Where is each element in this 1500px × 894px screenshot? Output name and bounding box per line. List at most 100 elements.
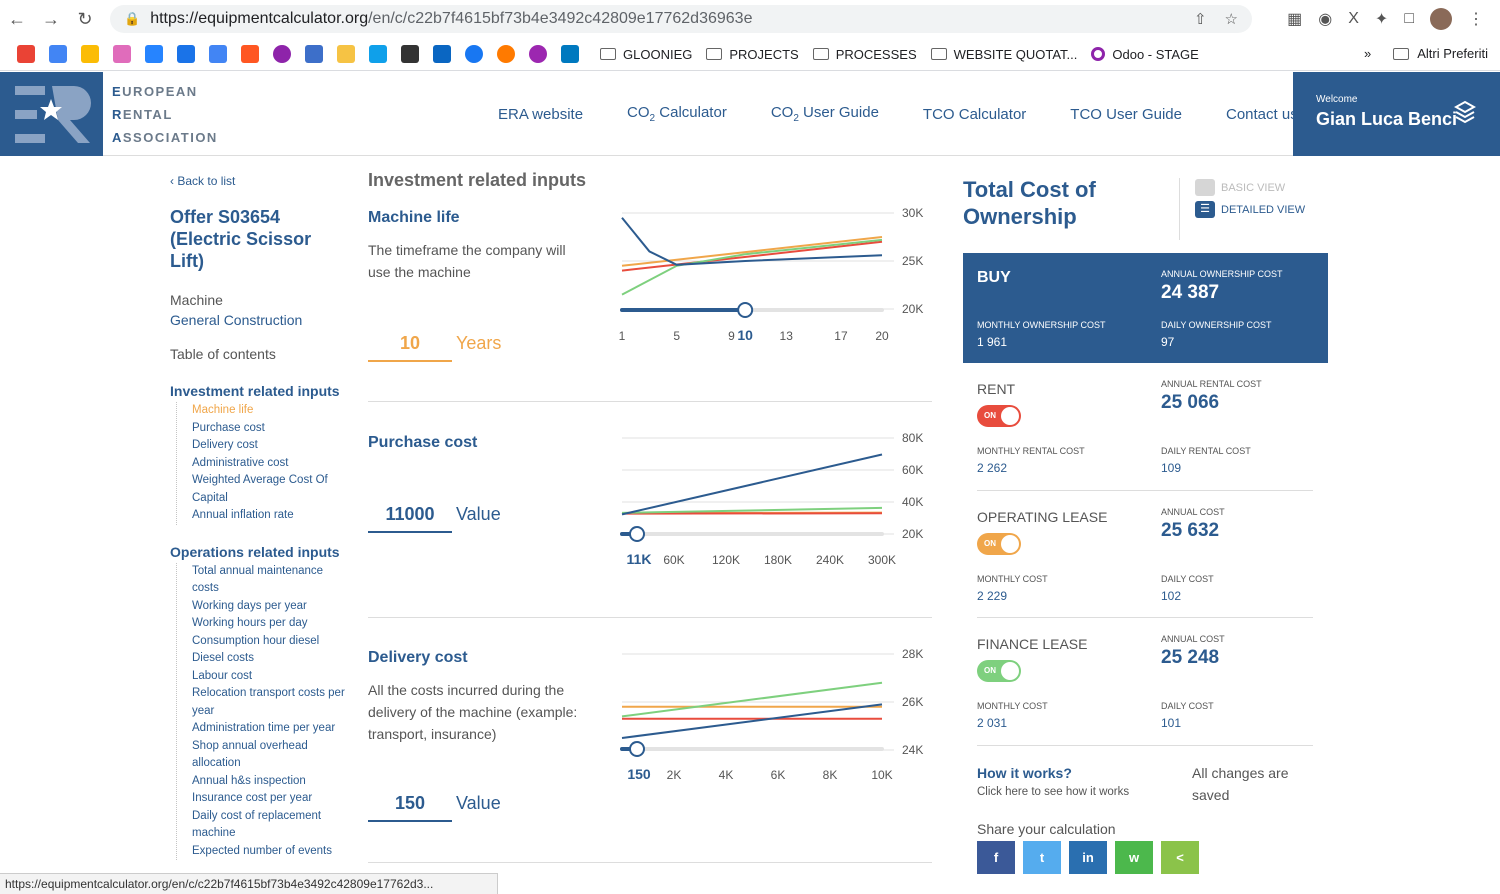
y-tick-label: 25K <box>902 254 923 268</box>
back-arrow-icon[interactable]: ← <box>8 8 26 29</box>
puzzle-icon[interactable]: ✦ <box>1374 11 1389 28</box>
forms-icon[interactable] <box>177 45 195 63</box>
era-logo[interactable] <box>0 72 103 156</box>
delivery-cost-chart[interactable]: 28K 26K 24K 150 2K 4K 6K 8K 10K <box>610 641 940 791</box>
bookmark-folder-projects[interactable]: PROJECTS <box>706 47 799 62</box>
back-to-list-link[interactable]: ‹ Back to list <box>170 174 236 188</box>
buy-label: BUY <box>977 269 1011 286</box>
menu-kebab-icon[interactable]: ⋮ <box>1468 11 1484 28</box>
toc-item[interactable]: Administration time per year <box>192 722 336 734</box>
tco-panel: Total Cost of Ownership BASIC VIEW ☰ DET… <box>963 176 1329 876</box>
list-icon: ☰ <box>1195 201 1215 218</box>
bookmark-star-icon[interactable]: ☆ <box>1224 11 1238 28</box>
purchase-cost-chart[interactable]: 80K 60K 40K 20K 11K 60K 120K 180K 240K 300K <box>610 425 940 575</box>
bookmark-odoo-stage[interactable]: Odoo - STAGE <box>1091 47 1199 62</box>
generic-share-button[interactable]: < <box>1161 841 1199 874</box>
x-extension-icon[interactable]: X <box>1348 10 1359 27</box>
share-page-icon[interactable]: ⇧ <box>1193 11 1207 28</box>
operating-lease-daily-cost: 102 <box>1161 589 1182 603</box>
toc-item[interactable]: Working hours per day <box>192 617 308 629</box>
chinese-app-icon[interactable] <box>401 45 419 63</box>
extension-icon[interactable]: ▦ <box>1287 11 1303 28</box>
docs-icon[interactable] <box>209 45 227 63</box>
facebook-icon[interactable] <box>465 45 483 63</box>
toc-item-administrative-cost[interactable]: Administrative cost <box>192 456 289 469</box>
operating-lease-toggle[interactable]: ON <box>977 533 1021 555</box>
toc-section-operations[interactable]: Operations related inputs <box>170 543 340 560</box>
sidebar-icon[interactable]: □ <box>1404 10 1414 27</box>
confluence-icon[interactable] <box>145 45 163 63</box>
toc-item[interactable]: Labour cost <box>192 669 253 682</box>
toc-item[interactable]: Total annual maintenance costs <box>192 564 324 595</box>
profile-avatar[interactable] <box>1430 8 1452 30</box>
divider <box>368 617 932 618</box>
how-it-works-sub[interactable]: Click here to see how it works <box>977 786 1130 798</box>
more-bookmarks-button[interactable]: » <box>1363 46 1372 61</box>
nav-tco-user-guide[interactable]: TCO User Guide <box>1070 105 1182 123</box>
odoo-circle-icon[interactable] <box>273 45 291 63</box>
rent-daily-cost: 109 <box>1161 461 1182 475</box>
cloud-icon[interactable] <box>305 45 323 63</box>
toc-item[interactable]: Relocation transport costs per year <box>192 687 345 717</box>
machine-life-input[interactable]: 10 <box>368 333 452 362</box>
orange-app-icon[interactable] <box>497 45 515 63</box>
toc-item[interactable]: Daily cost of replacement machine <box>192 809 322 840</box>
nav-tco-calculator[interactable]: TCO Calculator <box>922 105 1027 123</box>
nav-co2-calculator[interactable]: CO2 Calculator <box>627 104 727 124</box>
toc-item[interactable]: Expected number of events <box>192 844 332 857</box>
toc-item-machine-life[interactable]: Machine life <box>192 404 254 416</box>
toc-item[interactable]: Shop annual overhead allocation <box>192 739 308 770</box>
machine-life-chart[interactable]: 30K 25K 20K 1 5 9 10 13 17 20 <box>610 200 940 350</box>
user-menu[interactable]: Welcome Gian Luca Benci <box>1293 72 1500 156</box>
rent-toggle[interactable]: ON <box>977 405 1021 427</box>
folder-icon <box>812 48 829 60</box>
toc-section-investment[interactable]: Investment related inputs <box>170 383 340 399</box>
calendar-icon[interactable] <box>49 45 67 63</box>
twitter-share-button[interactable]: t <box>1023 841 1061 874</box>
finance-lease-toggle[interactable]: ON <box>977 660 1021 682</box>
detailed-view-toggle[interactable]: ☰ DETAILED VIEW <box>1195 201 1305 218</box>
delivery-cost-input[interactable]: 150 <box>368 793 452 822</box>
bookmark-folder-processes[interactable]: PROCESSES <box>812 47 917 62</box>
linkedin-share-button[interactable]: in <box>1069 841 1107 874</box>
toc-item-delivery-cost[interactable]: Delivery cost <box>192 439 258 451</box>
whatsapp-share-button[interactable]: w <box>1115 841 1153 874</box>
toc-item[interactable]: Insurance cost per year <box>192 792 313 804</box>
other-bookmarks[interactable]: Altri Preferiti <box>1417 46 1488 61</box>
note-icon[interactable] <box>337 45 355 63</box>
clickup-icon[interactable] <box>113 45 131 63</box>
bookmark-folder-website-quotat[interactable]: WEBSITE QUOTAT... <box>930 47 1077 62</box>
toc-item-purchase-cost[interactable]: Purchase cost <box>192 421 265 434</box>
toc-item[interactable]: Consumption hour diesel <box>192 634 320 647</box>
forward-arrow-icon[interactable]: → <box>42 8 60 29</box>
toc-item[interactable]: Diesel costs <box>192 652 254 664</box>
drive-icon[interactable] <box>81 45 99 63</box>
toc-item[interactable]: Annual h&s inspection <box>192 774 306 787</box>
toc-item-inflation[interactable]: Annual inflation rate <box>192 509 294 521</box>
nav-era-website[interactable]: ERA website <box>498 105 584 123</box>
reload-icon[interactable]: ↻ <box>77 8 93 29</box>
linkedin-icon[interactable] <box>433 45 451 63</box>
nav-contact-us[interactable]: Contact us <box>1225 105 1298 123</box>
purchase-cost-input[interactable]: 11000 <box>368 504 452 533</box>
nav-co2-user-guide[interactable]: CO2 User Guide <box>770 104 879 124</box>
bookmark-folder-glooonieg[interactable]: GLOONIEG <box>600 47 692 62</box>
how-it-works-title[interactable]: How it works? <box>977 765 1072 781</box>
share-label: Share your calculation <box>977 821 1116 837</box>
address-bar[interactable]: 🔒 https://equipmentcalculator.org/en/c/c… <box>110 5 1252 33</box>
c-app-icon[interactable] <box>369 45 387 63</box>
bookmark-fire-icon[interactable] <box>241 45 259 63</box>
camera-icon[interactable]: ◉ <box>1318 11 1333 28</box>
toc-item[interactable]: Working days per year <box>192 599 307 612</box>
finance-lease-annual-cost: 25 248 <box>1161 647 1220 668</box>
trello-icon[interactable] <box>561 45 579 63</box>
toc-item-wacc[interactable]: Weighted Average Cost Of Capital <box>192 474 328 504</box>
basic-view-toggle[interactable]: BASIC VIEW <box>1195 179 1285 196</box>
layers-icon[interactable] <box>1453 100 1477 130</box>
facebook-share-button[interactable]: f <box>977 841 1015 874</box>
purple-app-icon[interactable] <box>529 45 547 63</box>
gmail-icon[interactable] <box>17 45 35 63</box>
chevron-left-icon: ‹ <box>170 174 178 188</box>
how-it-works[interactable]: How it works? Click here to see how it w… <box>977 765 1129 798</box>
series-line <box>621 217 883 266</box>
